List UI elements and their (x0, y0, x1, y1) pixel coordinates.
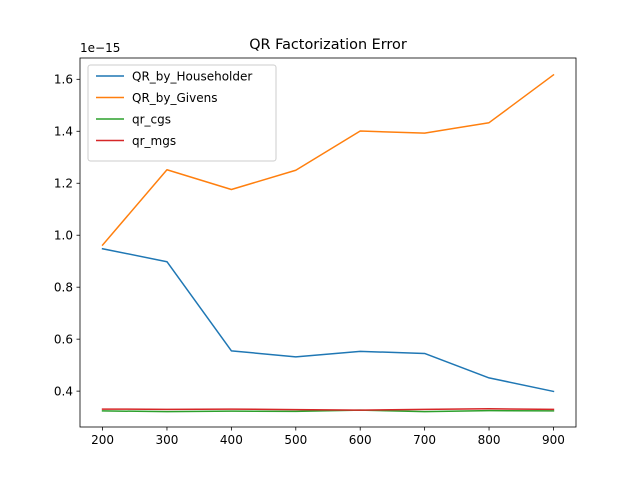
legend-frame (87, 64, 277, 162)
x-tick-label: 400 (220, 433, 243, 447)
axes-layer: 200 300 400 500 600 700 800 900 0.4 0.6 0.8 1.0 1.2 1… (54, 57, 577, 447)
x-tick-label: 800 (478, 433, 501, 447)
plot-frame (79, 57, 577, 428)
x-tick-label: 200 (91, 433, 114, 447)
series-layer (101, 73, 555, 413)
y-offset-label: 1e−15 (80, 41, 120, 55)
y-tick-label: 0.8 (54, 280, 73, 294)
x-tick-label: 900 (542, 433, 565, 447)
legend-label: qr_cgs (132, 112, 171, 126)
series-line-qr-mgs (101, 408, 555, 411)
series-line-qr-by-householder (101, 247, 555, 393)
legend: QR_by_Householder QR_by_Givens qr_cgs qr_mg… (87, 64, 277, 162)
series-line-qr-cgs (101, 409, 555, 413)
y-tick-label: 1.4 (54, 125, 73, 139)
x-tick-label: 500 (284, 433, 307, 447)
series-line-qr-by-givens (101, 73, 555, 247)
y-tick-label: 0.4 (54, 384, 73, 398)
y-tick-label: 1.2 (54, 177, 73, 191)
chart-title: QR Factorization Error (249, 37, 407, 53)
y-tick-label: 1.0 (54, 229, 73, 243)
legend-label: QR_by_Householder (132, 69, 252, 83)
y-tick-label: 1.6 (54, 73, 73, 87)
x-tick-label: 700 (413, 433, 436, 447)
x-tick-label: 300 (156, 433, 179, 447)
x-tick-label: 600 (349, 433, 372, 447)
legend-label: QR_by_Givens (132, 91, 217, 105)
y-tick-label: 0.6 (54, 332, 73, 346)
legend-label: qr_mgs (132, 134, 176, 148)
